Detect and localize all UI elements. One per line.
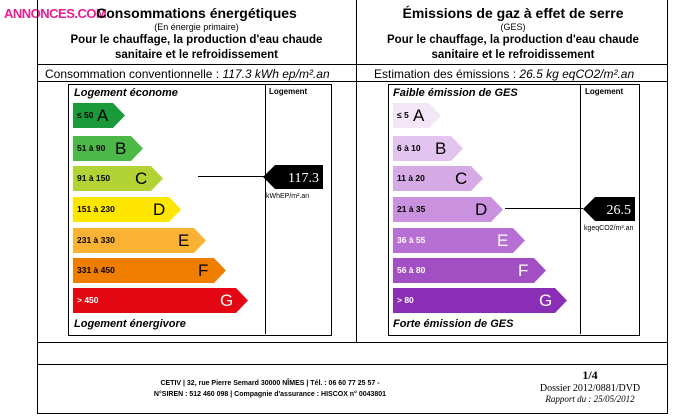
ges-marker-unit: kgeqCO2/m².an: [584, 225, 634, 232]
ges-panel-col-divider: [580, 84, 581, 334]
energy-marker: 117.3: [263, 165, 323, 189]
left-class-bar-d: 151 à 230 D: [73, 197, 181, 222]
right-value-line: Estimation des émissions : 26.5 kg eqCO2…: [374, 67, 634, 81]
left-subtitle: (En énergie primaire): [154, 22, 239, 32]
left-desc-1: Pour le chauffage, la production d'eau c…: [70, 34, 323, 46]
energy-label-panel: [68, 84, 332, 336]
left-value-line: Consommation conventionnelle : 117.3 kWh…: [45, 67, 330, 81]
class-letter: F: [198, 261, 209, 280]
class-letter: D: [475, 200, 488, 219]
right-class-bar-e: 36 à 55 E: [393, 228, 525, 253]
left-class-bar-a: ≤ 50 A: [73, 103, 125, 128]
page-number: 1/4: [582, 368, 598, 382]
footer-line-2: N°SIREN : 512 460 098 | Compagnie d'assu…: [153, 391, 387, 398]
class-letter: E: [178, 231, 190, 250]
ges-marker-line: [505, 208, 583, 209]
left-class-bar-f: 331 à 450 F: [73, 258, 226, 283]
left-class-bar-e: 231 à 330 E: [73, 228, 206, 253]
class-range-label: 56 à 80: [397, 265, 426, 275]
class-letter: A: [97, 106, 109, 125]
class-range-label: > 450: [77, 295, 99, 305]
right-value-label: Estimation des émissions :: [374, 67, 517, 81]
left-desc-2: sanitaire et le refroidissement: [115, 49, 278, 61]
class-letter: E: [497, 231, 509, 250]
class-range-label: 36 à 55: [397, 235, 426, 245]
class-range-label: 91 à 150: [77, 173, 111, 183]
class-range-label: ≤ 50: [77, 110, 94, 120]
footer-divider-1: [37, 342, 668, 343]
class-letter: F: [518, 261, 529, 280]
energy-bottom-label: Logement énergivore: [74, 318, 186, 330]
ges-top-label: Faible émission de GES: [393, 87, 518, 99]
energy-top-label: Logement économe: [74, 87, 178, 99]
class-range-label: 51 à 90: [77, 143, 106, 153]
class-letter: B: [435, 139, 447, 158]
energy-marker-value: 117.3: [288, 171, 319, 186]
right-class-bar-d: 21 à 35 D: [393, 197, 503, 222]
right-class-bar-g: > 80 G: [393, 288, 567, 313]
footer-divider-2: [37, 364, 668, 365]
right-divider-bottom: [357, 81, 668, 82]
left-value-label: Consommation conventionnelle :: [45, 67, 220, 81]
footer-address: CETIV | 32, rue Pierre Semard 30000 NÎME…: [100, 378, 440, 400]
ges-marker-value: 26.5: [607, 203, 632, 218]
left-class-bar-g: > 450 G: [73, 288, 248, 313]
left-divider-bottom: [37, 81, 357, 82]
right-class-bar-a: ≤ 5 A: [393, 103, 441, 128]
class-range-label: 6 à 10: [397, 143, 421, 153]
left-value-text: 117.3 kWh ep/m².an: [222, 67, 330, 81]
class-letter: C: [455, 169, 468, 188]
watermark-logo: ANNONCES.COM: [4, 6, 107, 21]
right-subtitle: (GES): [500, 22, 526, 32]
class-range-label: 21 à 35: [397, 204, 426, 214]
dossier-number: Dossier 2012/0881/DVD: [539, 383, 641, 394]
ges-bottom-label: Forte émission de GES: [393, 318, 514, 330]
ges-col-header: Logement: [585, 87, 624, 96]
class-letter: G: [220, 291, 234, 310]
right-class-bar-f: 56 à 80 F: [393, 258, 546, 283]
right-desc-2: sanitaire et le refroidissement: [431, 49, 595, 61]
right-header: Émissions de gaz à effet de serre (GES) …: [358, 5, 668, 62]
energy-col-header: Logement: [269, 87, 308, 96]
footer-right: 1/4 Dossier 2012/0881/DVD Rapport du : 2…: [525, 368, 655, 404]
right-value-text: 26.5 kg eqCO2/m².an: [519, 67, 635, 81]
class-letter: D: [153, 200, 166, 219]
class-range-label: ≤ 5: [397, 110, 409, 120]
energy-marker-unit: kWhEP/m².an: [266, 193, 310, 200]
class-range-label: 11 à 20: [397, 173, 425, 183]
right-class-bar-b: 6 à 10 B: [393, 136, 463, 161]
right-divider-top: [357, 64, 668, 65]
energy-marker-line: [198, 176, 264, 177]
report-frame: [37, 0, 668, 414]
class-letter: B: [115, 139, 127, 158]
ges-label-panel: [388, 84, 640, 336]
right-title: Émissions de gaz à effet de serre: [402, 5, 624, 21]
left-class-bar-c: 91 à 150 C: [73, 166, 163, 191]
right-desc-1: Pour le chauffage, la production d'eau c…: [387, 34, 639, 46]
class-letter: A: [413, 106, 425, 125]
energy-panel-col-divider: [265, 84, 266, 334]
ges-marker: 26.5: [583, 197, 635, 221]
left-class-bar-b: 51 à 90 B: [73, 136, 143, 161]
left-divider-top: [37, 64, 357, 65]
class-letter: G: [539, 291, 553, 310]
report-date: Rapport du : 25/05/2012: [545, 394, 635, 404]
class-range-label: > 80: [397, 295, 414, 305]
class-letter: C: [135, 169, 148, 188]
column-divider: [356, 0, 357, 342]
right-class-bar-c: 11 à 20 C: [393, 166, 483, 191]
class-range-label: 231 à 330: [77, 235, 115, 245]
class-range-label: 151 à 230: [77, 204, 115, 214]
footer-line-1: CETIV | 32, rue Pierre Semard 30000 NÎME…: [160, 380, 380, 387]
left-title: Consommations énergétiques: [96, 5, 297, 21]
class-range-label: 331 à 450: [77, 265, 115, 275]
left-header: Consommations énergétiques (En énergie p…: [40, 5, 353, 62]
